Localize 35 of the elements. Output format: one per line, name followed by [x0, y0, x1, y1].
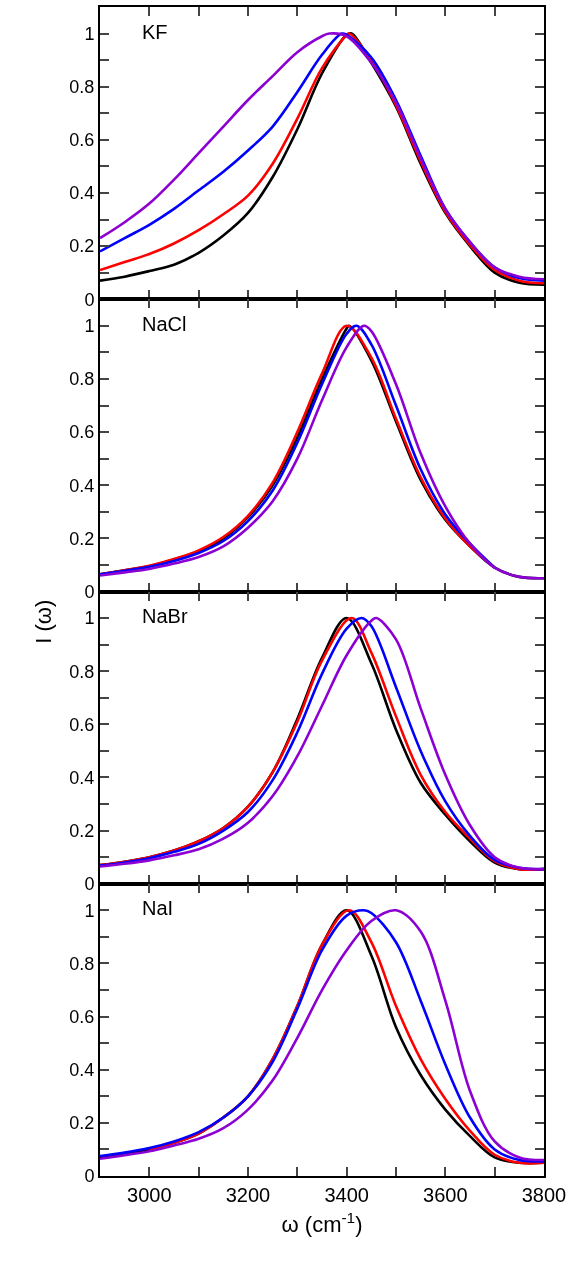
y-tick-label: 0 [84, 874, 95, 895]
y-tick-label: 0.4 [69, 1060, 95, 1081]
y-tick-label: 0.2 [69, 820, 95, 841]
y-tick-label: 0.4 [69, 767, 95, 788]
y-tick-label: 0.4 [69, 475, 95, 496]
x-tick-label: 3600 [423, 1184, 468, 1206]
x-tick-label: 3400 [324, 1184, 369, 1206]
annotation: KF [142, 21, 168, 43]
y-tick-label: 0.6 [69, 422, 95, 443]
y-tick-label: 1 [84, 900, 95, 921]
x-tick-label: 3800 [521, 1184, 567, 1206]
y-tick-label: 0 [84, 581, 95, 602]
y-tick-label: 0.6 [69, 714, 95, 735]
y-tick-label: 1 [84, 608, 95, 629]
annotation: NaI [142, 897, 174, 919]
y-tick-label: 0.2 [69, 1113, 95, 1134]
y-tick-label: 0.8 [69, 661, 95, 682]
y-tick-label: 0.8 [69, 953, 95, 974]
y-tick-label: 0.2 [69, 528, 95, 549]
x-tick-label: 3200 [225, 1184, 271, 1206]
y-tick-label: 0.2 [69, 236, 95, 257]
y-tick-label: 0.6 [69, 130, 95, 151]
y-tick-label: 1 [84, 23, 95, 44]
y-tick-label: 1 [84, 316, 95, 337]
y-axis-title: I (ω) [31, 599, 57, 644]
y-tick-label: 0 [84, 289, 95, 310]
annotation: NaBr [142, 605, 188, 627]
y-tick-label: 0.8 [69, 369, 95, 390]
annotation: NaCl [142, 313, 187, 335]
x-tick-label: 3000 [127, 1184, 172, 1206]
y-tick-label: 0.8 [69, 77, 95, 97]
y-tick-label: 0.6 [69, 1006, 95, 1027]
y-tick-label: 0.4 [69, 183, 95, 204]
y-tick-label: 0 [84, 1166, 95, 1187]
x-axis-title: ω (cm$^{-1}$) [281, 1209, 363, 1238]
